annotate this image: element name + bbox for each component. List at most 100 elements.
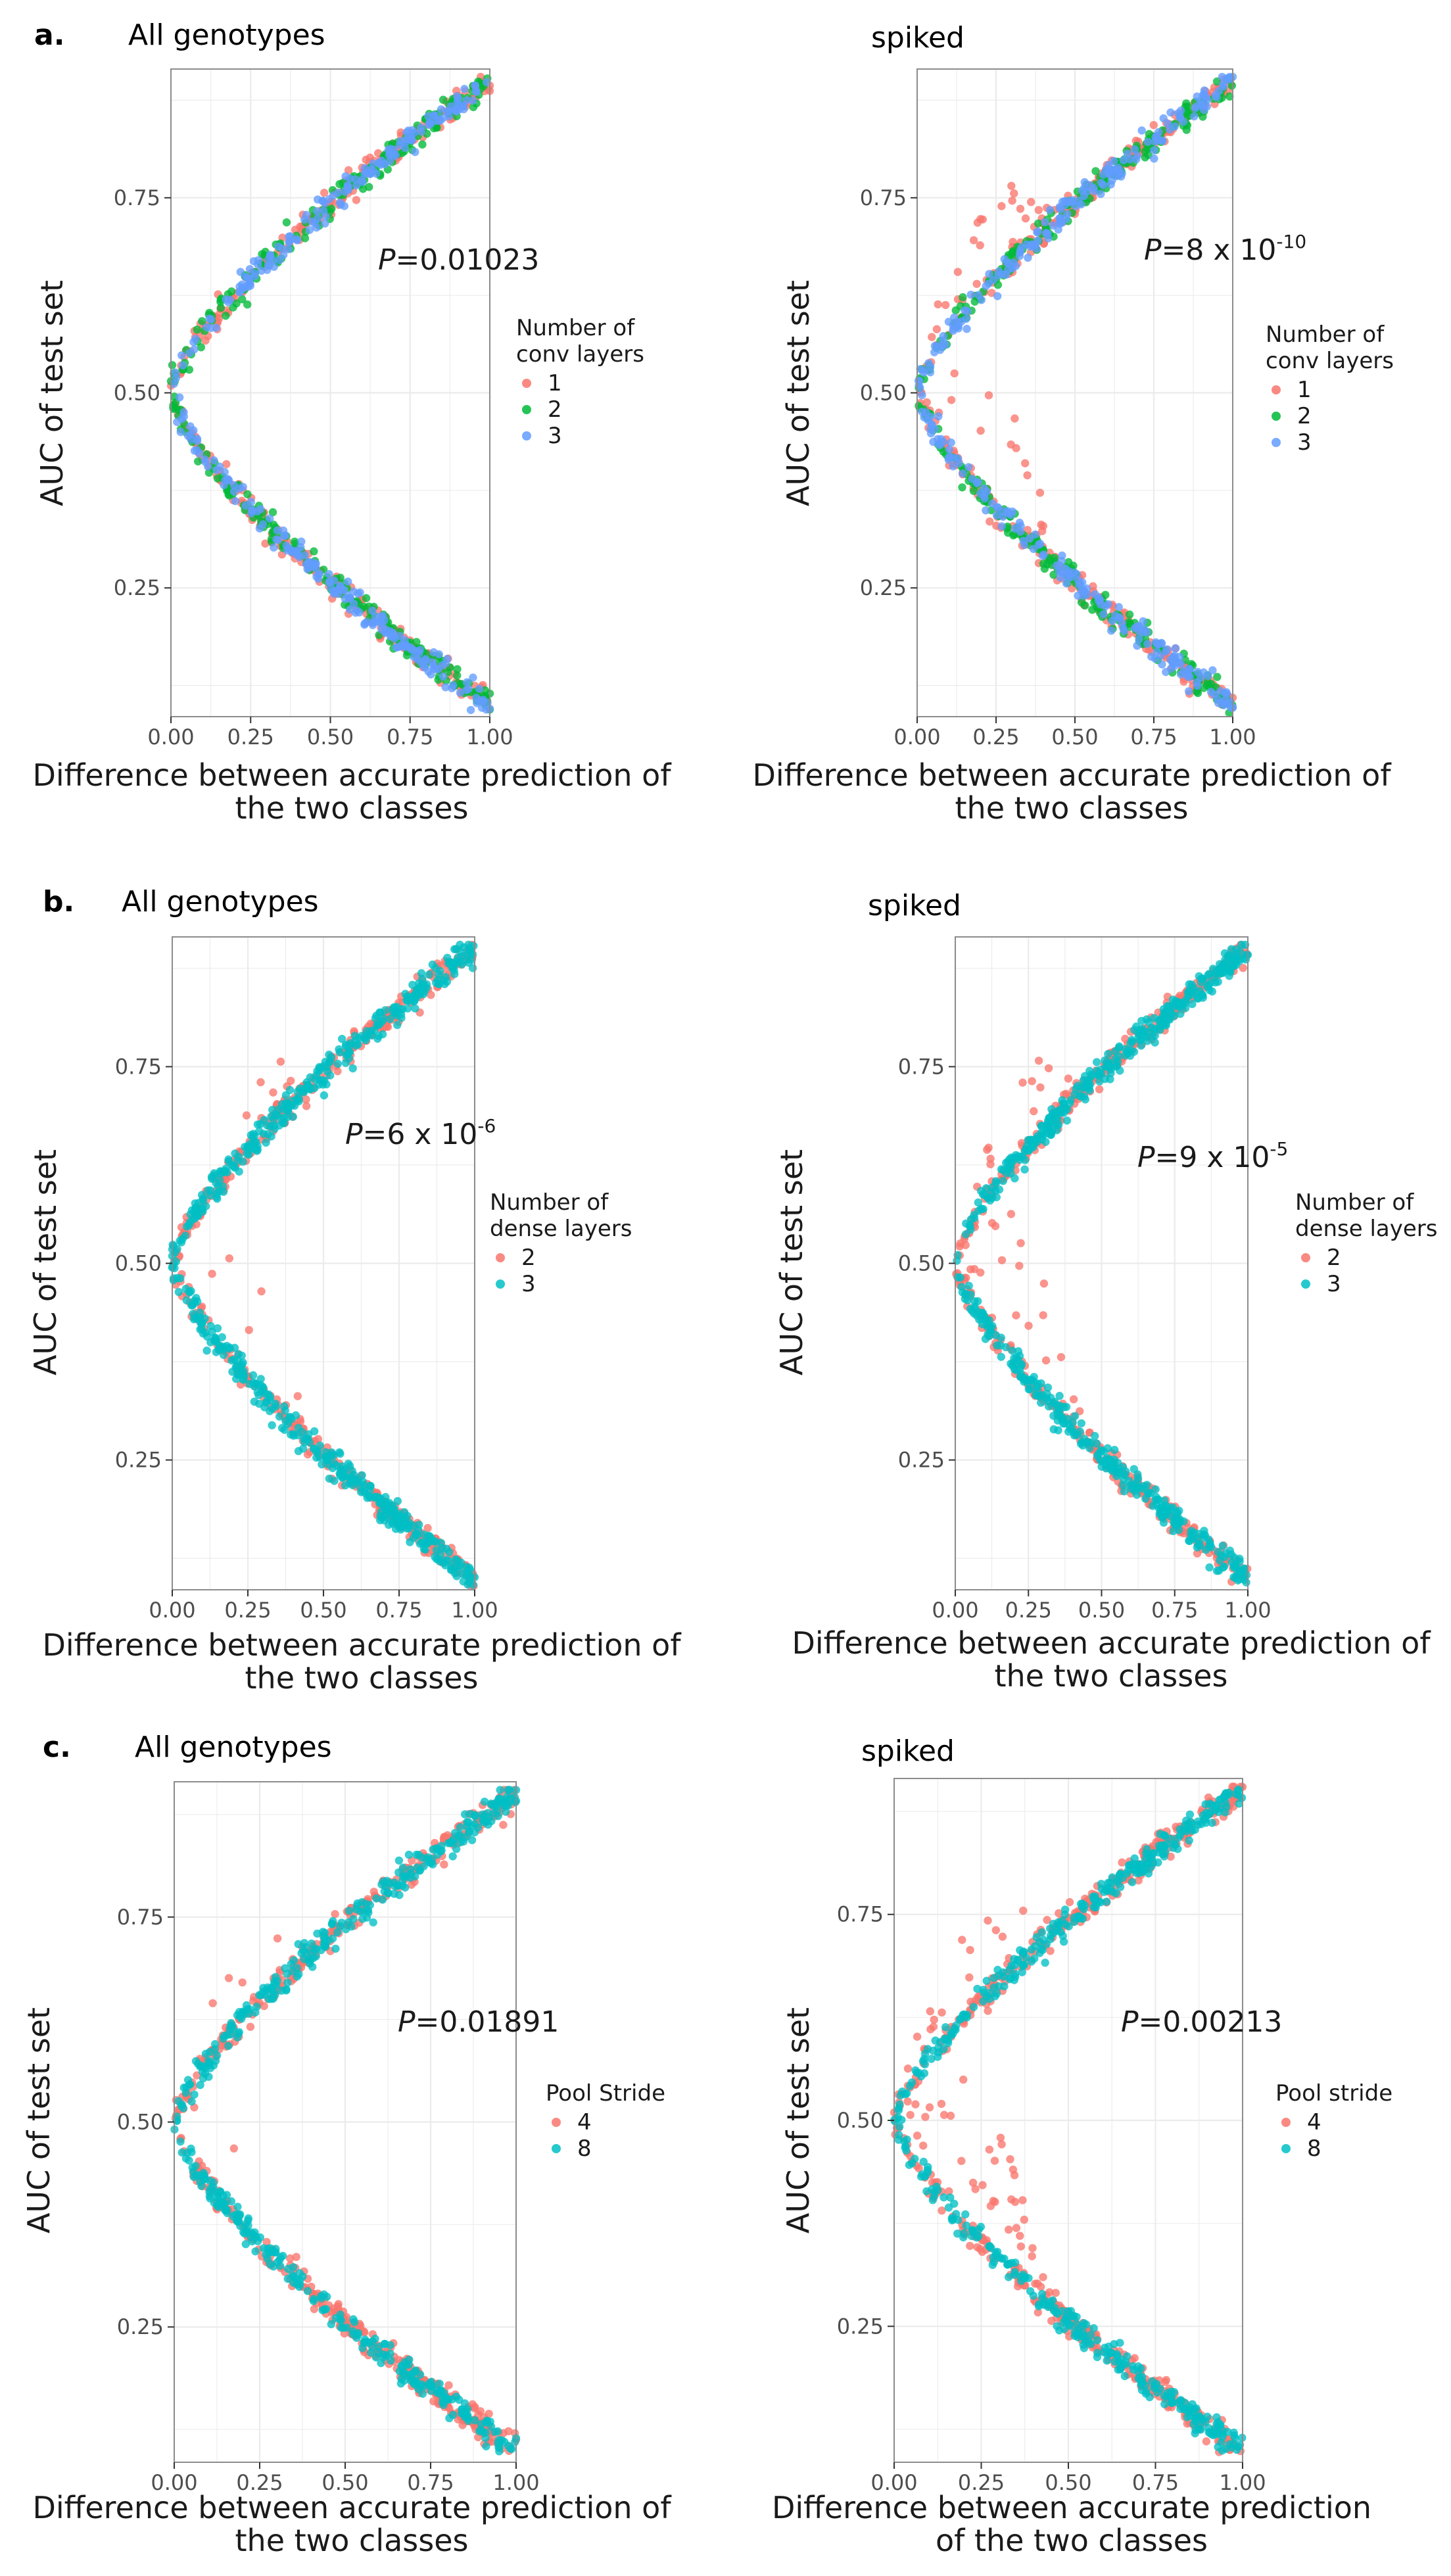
y-tick-label: 0.25	[115, 1448, 162, 1473]
data-point-3	[284, 245, 293, 254]
data-point-3	[1214, 87, 1223, 95]
data-point-2	[232, 299, 241, 308]
data-point-3	[454, 100, 463, 108]
data-point-3	[321, 219, 329, 228]
data-point-1	[1149, 121, 1158, 130]
x-tick-label: 0.75	[1130, 725, 1177, 750]
p-value-exponent: -5	[1270, 1138, 1288, 1160]
data-point-3	[982, 1184, 991, 1193]
data-point-3	[279, 250, 288, 259]
legend-label-3: 3	[1297, 429, 1312, 456]
data-point-2	[427, 991, 435, 999]
data-point-3	[914, 376, 923, 385]
data-point-1	[947, 396, 956, 404]
data-point-1	[1034, 206, 1043, 214]
data-point-3	[945, 445, 954, 454]
data-point-3	[469, 1581, 477, 1589]
data-point-3	[918, 391, 926, 400]
data-point-3	[336, 1449, 345, 1458]
legend-title: Number of	[1295, 1189, 1414, 1216]
data-point-3	[338, 1468, 346, 1477]
data-point-3	[1166, 108, 1175, 117]
data-point-3	[1132, 1491, 1141, 1499]
data-point-3	[1208, 666, 1217, 675]
legend-label-3: 3	[548, 423, 562, 449]
data-point-3	[186, 1210, 195, 1219]
data-point-3	[191, 1314, 200, 1323]
data-point-3	[236, 268, 245, 276]
x-tick-label: 0.25	[972, 725, 1019, 750]
data-point-2	[453, 665, 462, 673]
data-point-2	[225, 1254, 233, 1263]
p-value-text: =9 x 10	[1155, 1141, 1270, 1174]
data-point-3	[195, 1199, 203, 1207]
data-point-3	[304, 1084, 314, 1093]
data-point-3	[176, 427, 185, 437]
data-point-3	[1028, 241, 1036, 249]
data-point-3	[1031, 530, 1039, 539]
data-point-3	[963, 307, 972, 316]
p-value-text: =0.01023	[396, 243, 540, 277]
chart-panel-1: 0.00 0.25 0.50 0.75 1.000.250.500.75a. All ge…	[32, 18, 672, 826]
x-tick-label: 0.25	[227, 725, 274, 750]
data-point-3	[243, 1149, 251, 1158]
data-point-2	[245, 1325, 253, 1335]
data-point-2	[418, 140, 427, 149]
data-point-2	[303, 1450, 312, 1459]
data-point-3	[443, 655, 452, 663]
data-point-3	[1164, 120, 1172, 128]
data-point-3	[1220, 696, 1229, 705]
data-point-3	[207, 1172, 216, 1181]
data-point-3	[247, 498, 255, 506]
data-point-3	[421, 663, 429, 672]
data-point-3	[172, 373, 181, 382]
data-point-3	[373, 1034, 382, 1043]
data-point-3	[391, 151, 400, 159]
data-point-3	[1128, 1038, 1137, 1046]
data-point-3	[1189, 1535, 1197, 1543]
data-point-2	[1018, 1078, 1027, 1087]
data-point-3	[1095, 1449, 1103, 1458]
data-point-4	[331, 1910, 339, 1919]
data-point-2	[1057, 1352, 1066, 1362]
data-point-3	[1103, 1444, 1112, 1452]
data-point-3	[171, 1248, 179, 1257]
data-point-3	[293, 550, 301, 560]
legend-key-2	[496, 1253, 505, 1262]
data-point-2	[983, 1145, 991, 1154]
data-point-3	[1090, 187, 1099, 195]
data-point-3	[266, 1122, 275, 1131]
data-point-3	[193, 1297, 202, 1306]
p-value-symbol: P	[345, 1118, 363, 1151]
data-point-3	[291, 1411, 300, 1419]
data-point-3	[424, 112, 433, 121]
data-point-3	[1075, 581, 1083, 590]
p-value-symbol: P	[1144, 233, 1162, 267]
data-point-3	[352, 181, 361, 190]
x-tick-label: 0.00	[893, 725, 940, 750]
data-point-3	[1212, 93, 1221, 102]
x-tick-label: 1.00	[1224, 1598, 1271, 1623]
data-point-3	[992, 511, 1001, 519]
x-axis-label-line1: Difference between accurate prediction o…	[752, 757, 1392, 793]
data-point-3	[918, 407, 926, 416]
data-point-3	[1226, 966, 1235, 975]
data-point-3	[1015, 252, 1024, 260]
data-point-1	[362, 155, 370, 164]
data-point-3	[1042, 1129, 1051, 1137]
data-point-3	[423, 1538, 433, 1548]
data-point-3	[1024, 253, 1032, 262]
data-point-3	[255, 524, 264, 533]
chart-panel-5: 0.00 0.25 0.50 0.75 1.000.250.500.75c. All ge…	[21, 1730, 672, 2558]
y-tick-label: 0.75	[114, 185, 160, 210]
data-point-3	[354, 1475, 362, 1484]
data-point-3	[1243, 951, 1251, 959]
legend-key-2	[1301, 1253, 1310, 1262]
data-point-3	[936, 346, 945, 354]
data-point-4	[310, 2304, 319, 2314]
x-tick-label: 0.75	[387, 725, 433, 750]
data-point-2	[216, 304, 226, 312]
data-point-3	[325, 1057, 334, 1066]
data-point-3	[318, 197, 327, 205]
